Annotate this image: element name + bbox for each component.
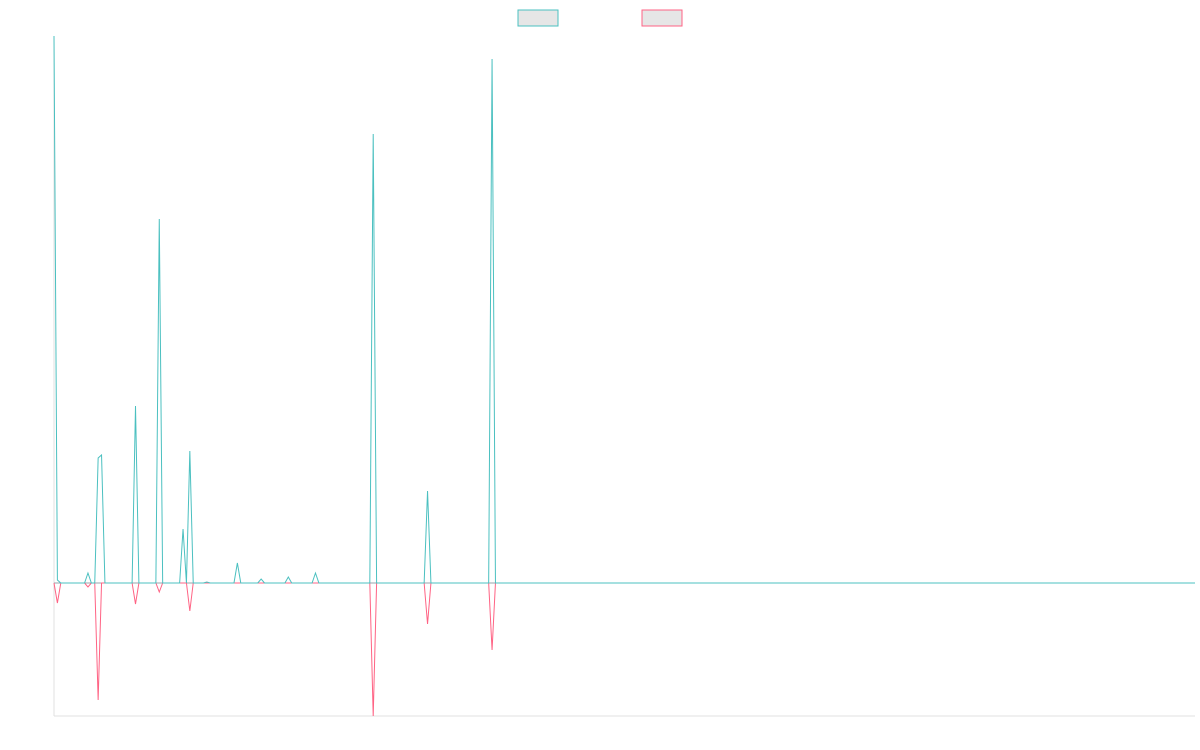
- legend-swatch: [641, 9, 683, 27]
- series-line: [53, 35, 1195, 584]
- series-line: [53, 582, 1195, 717]
- legend-swatch: [517, 9, 559, 27]
